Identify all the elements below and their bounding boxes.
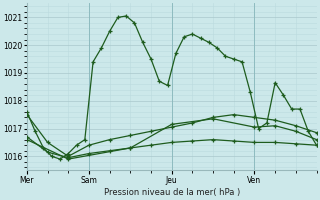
X-axis label: Pression niveau de la mer( hPa ): Pression niveau de la mer( hPa ) — [104, 188, 240, 197]
